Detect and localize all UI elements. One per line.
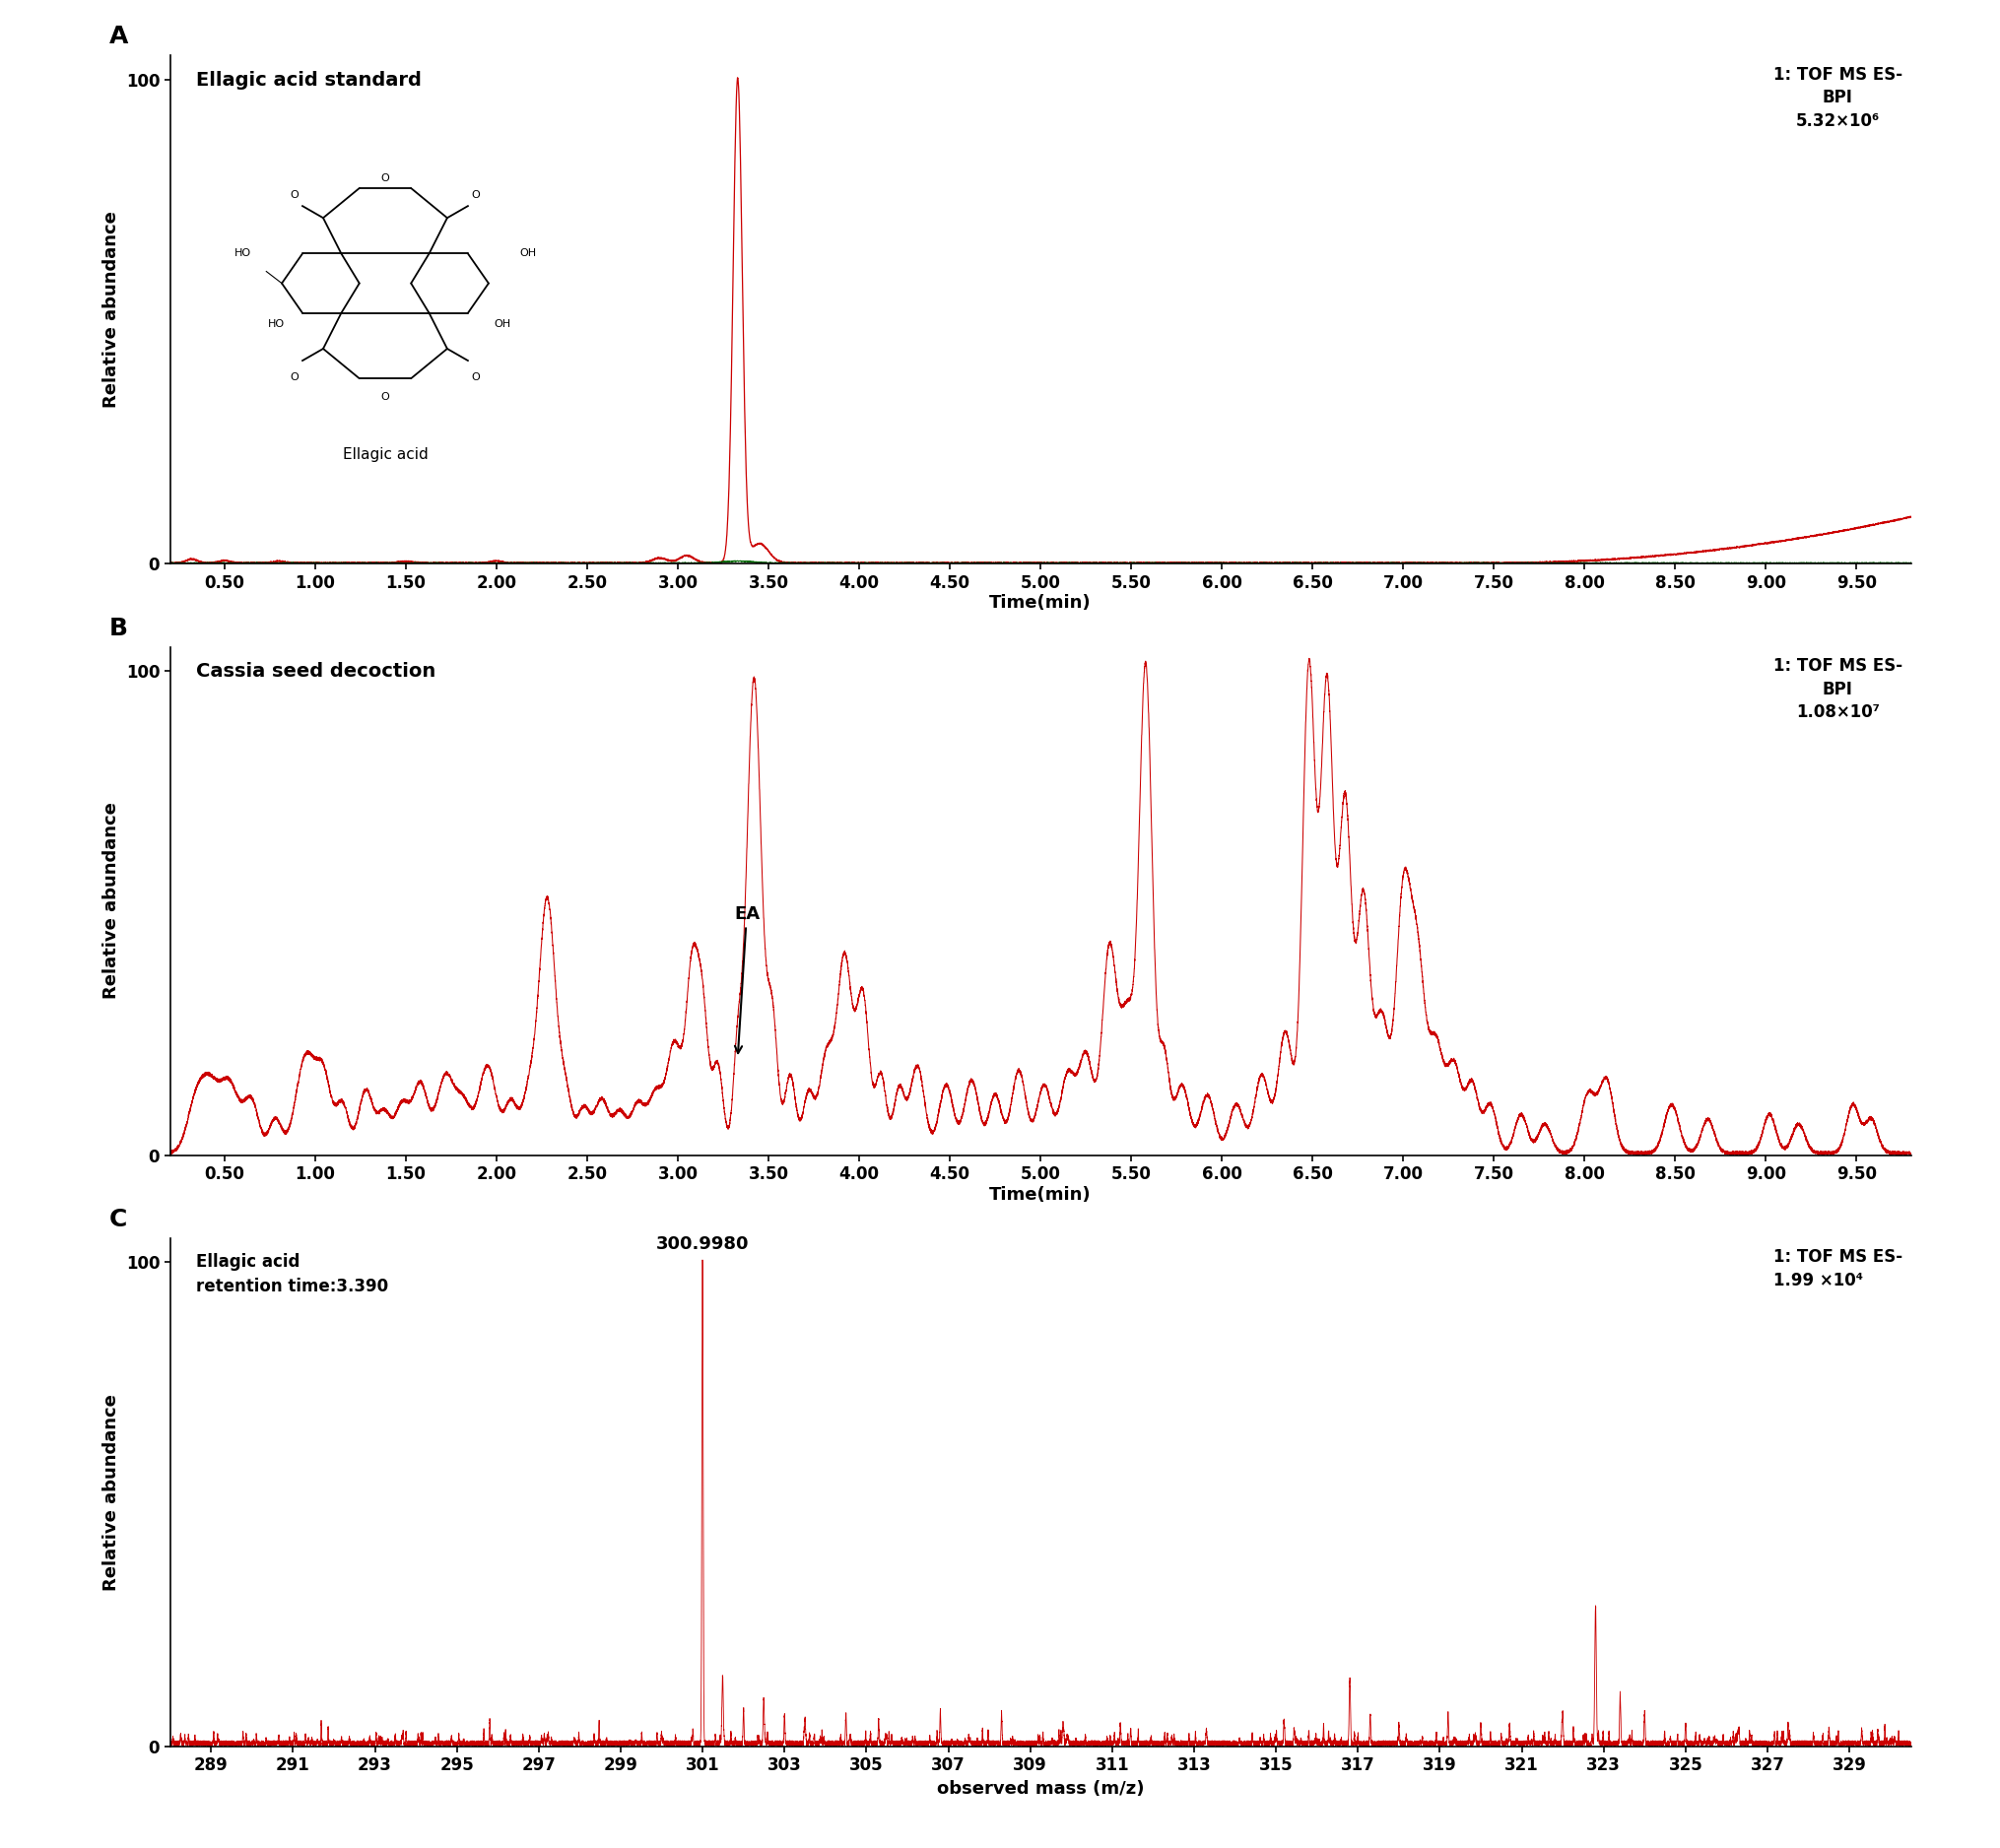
Y-axis label: Relative abundance: Relative abundance [102,211,120,408]
Text: 1: TOF MS ES-
BPI
5.32×10⁶: 1: TOF MS ES- BPI 5.32×10⁶ [1772,67,1902,129]
Text: C: C [110,1209,128,1231]
Text: HO: HO [234,249,250,259]
Text: Ellagic acid standard: Ellagic acid standard [196,70,422,89]
Text: 300.9980: 300.9980 [656,1234,748,1253]
Text: 1: TOF MS ES-
BPI
1.08×10⁷: 1: TOF MS ES- BPI 1.08×10⁷ [1772,658,1902,721]
Text: Cassia seed decoction: Cassia seed decoction [196,662,436,680]
Text: A: A [110,24,128,48]
Text: Ellagic acid
retention time:3.390: Ellagic acid retention time:3.390 [196,1253,388,1295]
Text: B: B [110,617,128,639]
Text: EA: EA [734,906,760,1053]
Text: O: O [290,373,298,383]
Text: OH: OH [494,320,510,329]
Text: O: O [380,392,390,401]
Text: O: O [380,174,390,183]
Y-axis label: Relative abundance: Relative abundance [102,802,120,1000]
Y-axis label: Relative abundance: Relative abundance [102,1393,120,1591]
Text: O: O [472,373,480,383]
Text: OH: OH [520,249,536,259]
X-axis label: observed mass (m/z): observed mass (m/z) [936,1780,1144,1798]
Text: O: O [290,190,298,200]
Text: O: O [472,190,480,200]
Text: 1: TOF MS ES-
1.99 ×10⁴: 1: TOF MS ES- 1.99 ×10⁴ [1772,1249,1902,1290]
X-axis label: Time(min): Time(min) [988,1186,1092,1203]
Text: HO: HO [268,320,284,329]
Text: Ellagic acid: Ellagic acid [342,447,428,462]
X-axis label: Time(min): Time(min) [988,595,1092,612]
